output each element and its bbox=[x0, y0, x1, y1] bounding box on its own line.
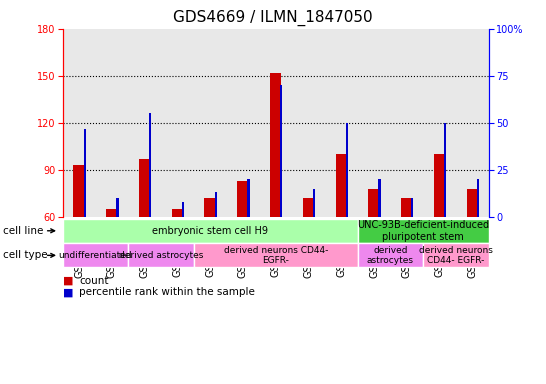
Text: derived neurons
CD44- EGFR-: derived neurons CD44- EGFR- bbox=[419, 246, 493, 265]
Text: undifferentiated: undifferentiated bbox=[59, 251, 132, 260]
Bar bbox=[434, 154, 446, 217]
Bar bbox=[204, 198, 216, 217]
Text: cell line: cell line bbox=[3, 226, 43, 236]
Text: ■: ■ bbox=[63, 287, 73, 297]
Bar bbox=[238, 181, 249, 217]
Bar bbox=[139, 159, 151, 217]
Bar bbox=[247, 179, 250, 217]
Text: embryonic stem cell H9: embryonic stem cell H9 bbox=[152, 226, 268, 236]
Bar bbox=[477, 179, 479, 217]
Text: derived astrocytes: derived astrocytes bbox=[119, 251, 203, 260]
Bar bbox=[313, 189, 315, 217]
Text: derived
astrocytes: derived astrocytes bbox=[367, 246, 414, 265]
Bar bbox=[149, 114, 151, 217]
Text: UNC-93B-deficient-induced
pluripotent stem: UNC-93B-deficient-induced pluripotent st… bbox=[357, 220, 489, 242]
Bar bbox=[215, 192, 217, 217]
Bar bbox=[346, 123, 348, 217]
Bar bbox=[368, 189, 380, 217]
Bar bbox=[444, 123, 446, 217]
Bar bbox=[116, 198, 118, 217]
Bar bbox=[73, 165, 85, 217]
Bar bbox=[171, 209, 183, 217]
Bar bbox=[106, 209, 118, 217]
Bar bbox=[280, 85, 282, 217]
Text: count: count bbox=[79, 276, 109, 286]
Bar bbox=[182, 202, 184, 217]
Bar bbox=[270, 73, 282, 217]
Text: percentile rank within the sample: percentile rank within the sample bbox=[79, 287, 255, 297]
Bar bbox=[411, 198, 413, 217]
Text: cell type: cell type bbox=[3, 250, 48, 260]
Bar bbox=[401, 198, 413, 217]
Bar bbox=[302, 198, 314, 217]
Bar bbox=[335, 154, 347, 217]
Bar bbox=[466, 189, 478, 217]
Bar bbox=[84, 129, 86, 217]
Text: derived neurons CD44-
EGFR-: derived neurons CD44- EGFR- bbox=[223, 246, 328, 265]
Text: ■: ■ bbox=[63, 276, 73, 286]
Bar bbox=[378, 179, 381, 217]
Text: GDS4669 / ILMN_1847050: GDS4669 / ILMN_1847050 bbox=[173, 10, 373, 26]
